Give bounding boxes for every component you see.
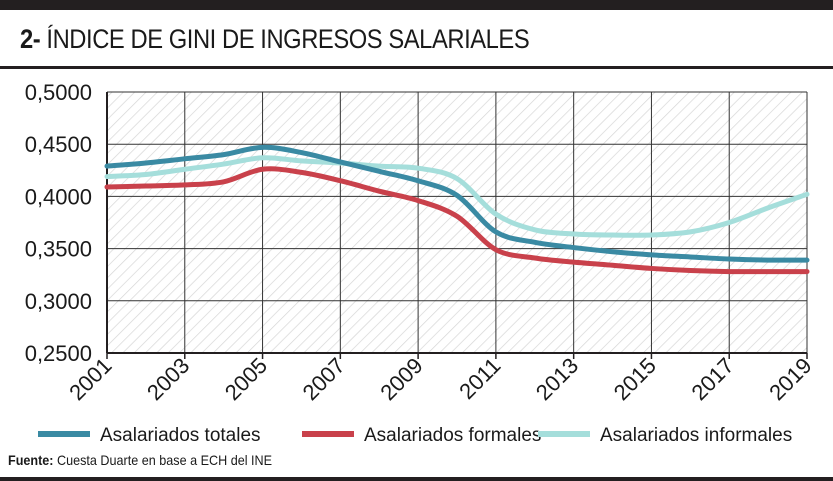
title-rule (0, 66, 833, 69)
grid-lines (106, 91, 808, 354)
top-bar (0, 0, 833, 10)
legend-label: Asalariados formales (364, 425, 541, 446)
y-tick-label: 0,3500 (25, 237, 92, 262)
series-line-formales (104, 166, 810, 275)
x-tick-label: 2015 (609, 353, 661, 405)
x-tick-label: 2007 (298, 353, 350, 405)
axes (106, 92, 808, 359)
y-tick-label: 0,4500 (25, 132, 92, 157)
chart-title-text: ÍNDICE DE GINI DE INGRESOS SALARIALES (46, 24, 530, 54)
source-label: Fuente: (8, 452, 54, 468)
series-lines (104, 144, 810, 275)
legend-label: Asalariados totales (100, 425, 261, 446)
x-tick-label: 2009 (375, 353, 427, 405)
series-line-informales (104, 155, 810, 238)
x-tick-label: 2017 (686, 353, 738, 405)
chart-title: 2- ÍNDICE DE GINI DE INGRESOS SALARIALES (20, 16, 530, 62)
chart-number: 2- (20, 24, 41, 54)
x-tick-labels: 2001 2003 2005 2007 2009 2011 2013 2015 2017 2019 (64, 353, 816, 405)
plot-area (107, 92, 807, 353)
x-tick-label: 2019 (764, 353, 816, 405)
legend: Asalariados totales Asalariados formales A… (38, 425, 792, 446)
x-tick-label: 2011 (454, 353, 505, 404)
x-tick-label: 2003 (142, 353, 194, 405)
gini-line-chart: 0,2500 0,3000 0,3500 0,4000 0,4500 0,5000 200… (25, 80, 817, 446)
x-tick-label: 2013 (531, 353, 583, 405)
y-tick-label: 0,3000 (25, 289, 92, 314)
source-note: Fuente: Cuesta Duarte en base a ECH del … (8, 452, 272, 468)
y-tick-label: 0,4000 (25, 184, 92, 209)
y-tick-label: 0,5000 (25, 80, 92, 105)
y-tick-labels: 0,2500 0,3000 0,3500 0,4000 0,4500 0,5000 (25, 80, 92, 366)
y-tick-label: 0,2500 (25, 341, 92, 366)
series-line-totales (104, 144, 810, 263)
legend-label: Asalariados informales (600, 425, 792, 446)
x-tick-label: 2005 (220, 353, 272, 405)
source-text: Cuesta Duarte en base a ECH del INE (57, 452, 273, 468)
bottom-rule (0, 477, 833, 481)
